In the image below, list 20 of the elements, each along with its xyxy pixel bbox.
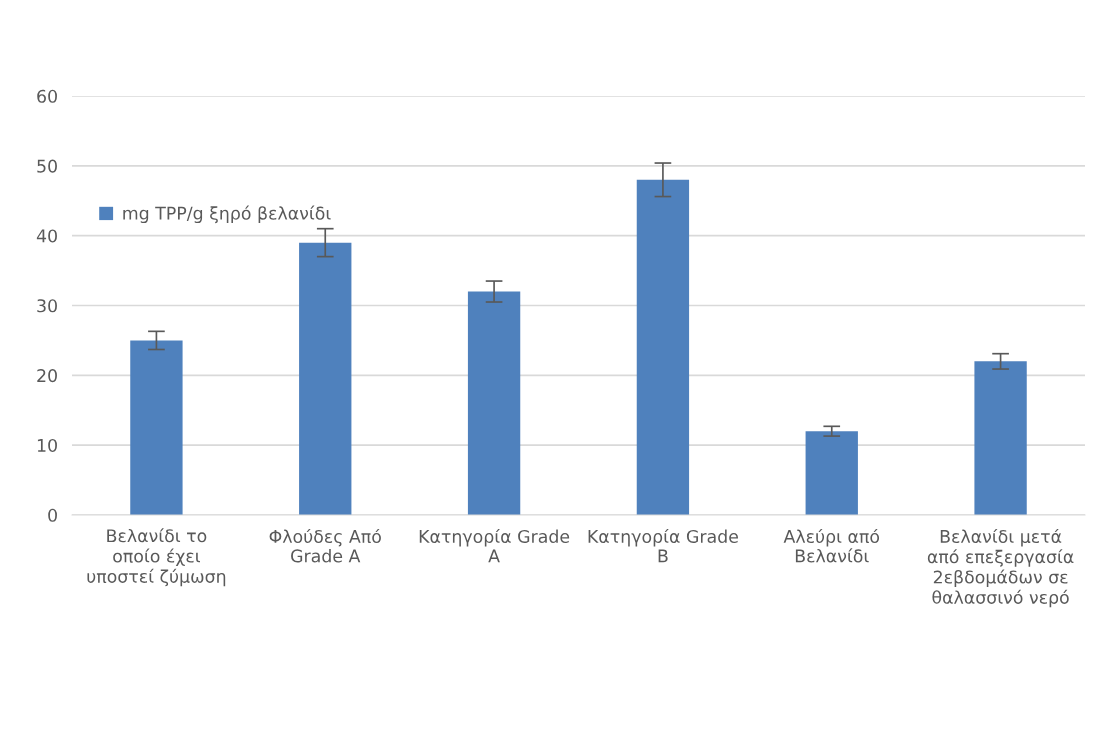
- x-tick-label: Βελανίδι μετά από επεξεργασία 2εβδομάδων σε θαλασσινό νερό: [927, 528, 1074, 608]
- bar: [299, 242, 352, 515]
- x-tick-label: Αλεύρι από Βελανίδι: [783, 528, 880, 563]
- y-tick-label: 20: [37, 369, 57, 383]
- bar: [636, 179, 690, 515]
- bar: [805, 431, 858, 515]
- y-tick-label: 50: [37, 159, 57, 173]
- x-tick-label: Βελανίδι το οποίο έχει υποστεί ζύμωση: [87, 528, 226, 587]
- x-tick-label: Κατηγορία Grade B: [588, 528, 738, 563]
- y-tick-label: 40: [36, 229, 57, 243]
- y-tick-label: 60: [37, 89, 57, 103]
- bar: [974, 361, 1027, 515]
- y-tick-label: 0: [48, 508, 57, 522]
- x-tick-label: Κατηγορία Grade A: [419, 528, 570, 563]
- bar: [130, 340, 183, 515]
- x-tick-label: Φλούδες Από Grade A: [269, 528, 381, 563]
- bar: [467, 291, 521, 515]
- y-tick-label: 30: [37, 299, 57, 313]
- y-tick-label: 10: [37, 438, 57, 453]
- legend-label: mg TPP/g ξηρό βελανίδι: [123, 205, 331, 224]
